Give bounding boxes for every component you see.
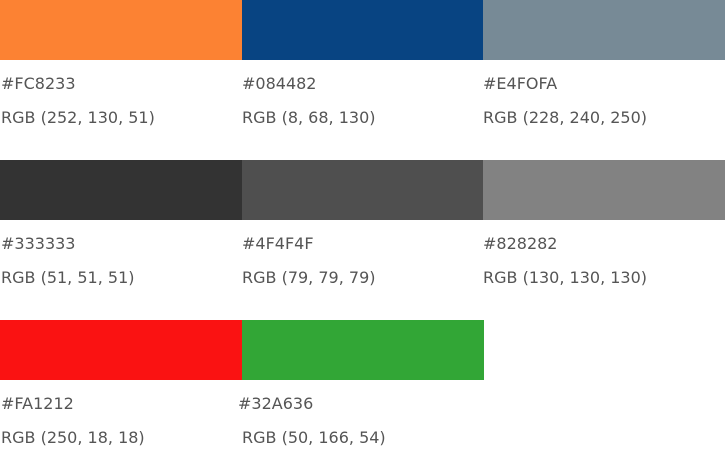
rgb-label-navy: RGB (8, 68, 130) bbox=[242, 108, 376, 127]
rgb-label-green: RGB (50, 166, 54) bbox=[242, 428, 386, 447]
hex-label-medium-gray: #4F4F4F bbox=[242, 234, 314, 253]
rgb-label-red: RGB (250, 18, 18) bbox=[1, 428, 145, 447]
rgb-label-dark-gray: RGB (51, 51, 51) bbox=[1, 268, 135, 287]
color-swatch-orange bbox=[0, 0, 242, 60]
color-swatch-navy bbox=[242, 0, 484, 60]
rgb-label-medium-gray: RGB (79, 79, 79) bbox=[242, 268, 376, 287]
color-swatch-light-gray bbox=[483, 160, 725, 220]
hex-label-light-gray: #828282 bbox=[483, 234, 558, 253]
color-swatch-slate bbox=[483, 0, 725, 60]
hex-label-navy: #084482 bbox=[242, 74, 317, 93]
hex-label-dark-gray: #333333 bbox=[1, 234, 76, 253]
rgb-label-orange: RGB (252, 130, 51) bbox=[1, 108, 155, 127]
hex-label-red: #FA1212 bbox=[1, 394, 74, 413]
color-swatch-medium-gray bbox=[242, 160, 484, 220]
hex-label-orange: #FC8233 bbox=[1, 74, 76, 93]
hex-label-green: #32A636 bbox=[238, 394, 314, 413]
rgb-label-light-gray: RGB (130, 130, 130) bbox=[483, 268, 648, 287]
color-swatch-green bbox=[242, 320, 484, 380]
hex-label-slate: #E4FOFA bbox=[483, 74, 558, 93]
color-swatch-red bbox=[0, 320, 242, 380]
color-swatch-dark-gray bbox=[0, 160, 242, 220]
rgb-label-slate: RGB (228, 240, 250) bbox=[483, 108, 648, 127]
